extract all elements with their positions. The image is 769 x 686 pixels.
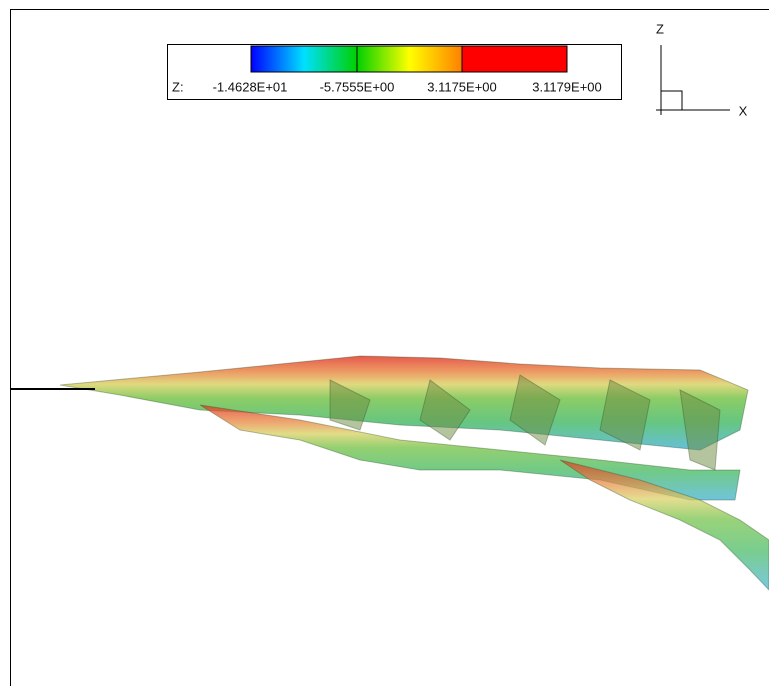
axis-corner [661, 91, 682, 110]
color-band [251, 46, 357, 72]
frame [11, 10, 769, 686]
surface [60, 356, 769, 590]
axis-label: Z [656, 21, 664, 36]
legend-tick-label: -1.4628E+01 [213, 79, 288, 94]
color-band [357, 46, 462, 72]
color-band [462, 46, 567, 72]
viewport: Z: -1.4628E+01 -5.7555E+00 3.1175E+00 3.… [0, 0, 769, 686]
legend-label: Z: [172, 79, 184, 94]
legend-tick-label: 3.1175E+00 [427, 79, 497, 94]
axis-triad: Z X [656, 21, 748, 118]
legend-tick-label: -5.7555E+00 [320, 79, 395, 94]
axis-label: X [739, 103, 748, 118]
legend: Z: -1.4628E+01 -5.7555E+00 3.1175E+00 3.… [168, 45, 622, 100]
legend-tick-label: 3.1179E+00 [532, 79, 602, 94]
